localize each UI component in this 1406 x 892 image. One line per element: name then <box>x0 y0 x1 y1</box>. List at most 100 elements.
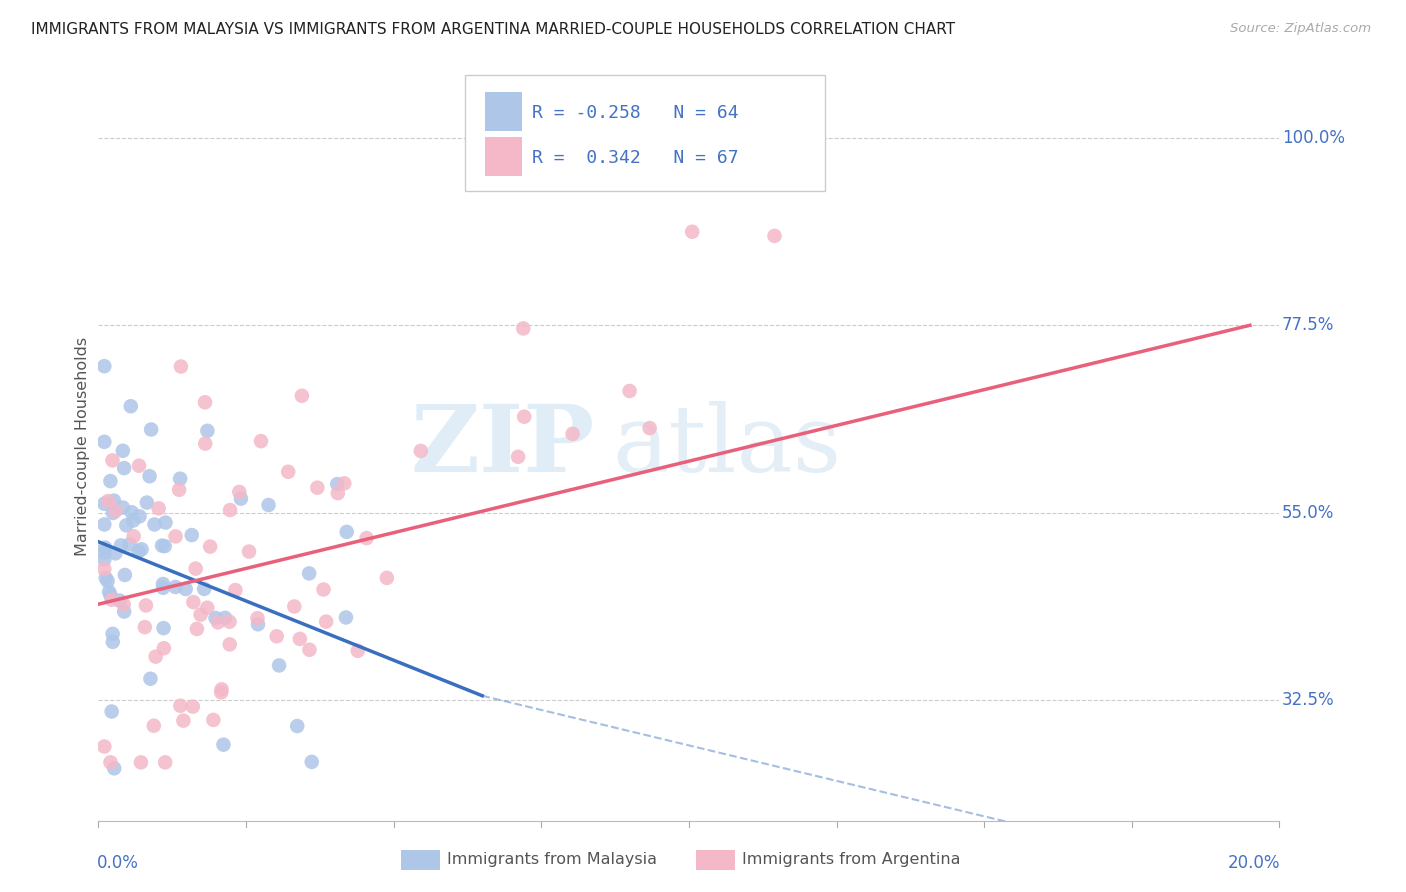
Point <box>375 571 398 585</box>
Point <box>288 632 311 646</box>
Point <box>169 698 191 713</box>
Point <box>214 611 236 625</box>
Point <box>115 518 138 533</box>
Point <box>184 561 207 575</box>
Text: IMMIGRANTS FROM MALAYSIA VS IMMIGRANTS FROM ARGENTINA MARRIED-COUPLE HOUSEHOLDS : IMMIGRANTS FROM MALAYSIA VS IMMIGRANTS F… <box>31 22 955 37</box>
Point <box>93 562 115 576</box>
Point <box>100 474 122 488</box>
Point <box>356 531 378 545</box>
Point <box>229 491 252 506</box>
Point <box>111 500 134 515</box>
Point <box>93 359 115 373</box>
Point <box>134 620 156 634</box>
Point <box>285 719 308 733</box>
Point <box>104 546 127 560</box>
Point <box>326 486 349 500</box>
Point <box>561 426 583 441</box>
Point <box>312 582 335 597</box>
Point <box>174 582 197 596</box>
Point <box>207 615 229 630</box>
Point <box>165 529 187 543</box>
Point <box>170 359 193 374</box>
Text: 32.5%: 32.5% <box>1282 691 1334 709</box>
Point <box>122 513 145 527</box>
Point <box>246 611 269 625</box>
Point <box>148 501 170 516</box>
Point <box>238 544 260 558</box>
Point <box>138 469 160 483</box>
Point <box>301 755 323 769</box>
Point <box>167 483 190 497</box>
Point <box>139 672 162 686</box>
Point <box>152 577 174 591</box>
Point <box>183 595 205 609</box>
Text: 100.0%: 100.0% <box>1282 129 1344 147</box>
Point <box>277 465 299 479</box>
Point <box>326 477 349 491</box>
Point <box>202 713 225 727</box>
Point <box>112 461 135 475</box>
Point <box>128 458 150 473</box>
Point <box>219 503 242 517</box>
Point <box>153 641 176 656</box>
Point <box>513 409 536 424</box>
Point <box>150 539 173 553</box>
Point <box>180 528 202 542</box>
FancyBboxPatch shape <box>485 93 523 131</box>
Point <box>100 588 122 602</box>
Point <box>153 756 176 770</box>
Point <box>145 649 167 664</box>
Point <box>190 607 212 622</box>
Point <box>307 481 329 495</box>
Point <box>129 756 152 770</box>
Point <box>152 581 174 595</box>
Point <box>197 424 219 438</box>
Point <box>118 537 141 551</box>
Text: Immigrants from Malaysia: Immigrants from Malaysia <box>447 853 657 867</box>
Point <box>211 682 233 697</box>
Point <box>638 421 661 435</box>
Point <box>283 599 305 614</box>
Point <box>247 617 270 632</box>
Text: atlas: atlas <box>612 401 841 491</box>
FancyBboxPatch shape <box>485 137 523 177</box>
Point <box>224 582 246 597</box>
Text: R = -0.258   N = 64: R = -0.258 N = 64 <box>531 103 738 121</box>
Point <box>194 395 217 409</box>
Point <box>212 738 235 752</box>
Point <box>257 498 280 512</box>
Text: 55.0%: 55.0% <box>1282 504 1334 522</box>
Point <box>506 450 529 464</box>
Point <box>120 399 142 413</box>
Point <box>112 598 135 612</box>
Point <box>110 538 132 552</box>
Point <box>98 584 121 599</box>
Point <box>135 599 157 613</box>
Point <box>114 568 136 582</box>
Point <box>152 621 174 635</box>
Point <box>333 476 356 491</box>
Point <box>315 615 337 629</box>
Point <box>93 552 115 566</box>
Point <box>93 545 115 559</box>
Point <box>122 529 145 543</box>
Point <box>198 540 221 554</box>
Point <box>103 493 125 508</box>
Point <box>619 384 641 398</box>
Point <box>291 389 314 403</box>
Point <box>218 637 240 651</box>
Point <box>135 495 157 509</box>
Point <box>165 580 187 594</box>
Text: R =  0.342   N = 67: R = 0.342 N = 67 <box>531 149 738 167</box>
Text: 0.0%: 0.0% <box>97 855 139 872</box>
Point <box>93 517 115 532</box>
Point <box>172 714 194 728</box>
Text: Immigrants from Argentina: Immigrants from Argentina <box>742 853 960 867</box>
Point <box>139 422 162 436</box>
Point <box>298 642 321 657</box>
Point <box>101 453 124 467</box>
FancyBboxPatch shape <box>464 75 825 191</box>
Point <box>155 516 177 530</box>
Y-axis label: Married-couple Households: Married-couple Households <box>75 336 90 556</box>
Point <box>103 761 125 775</box>
